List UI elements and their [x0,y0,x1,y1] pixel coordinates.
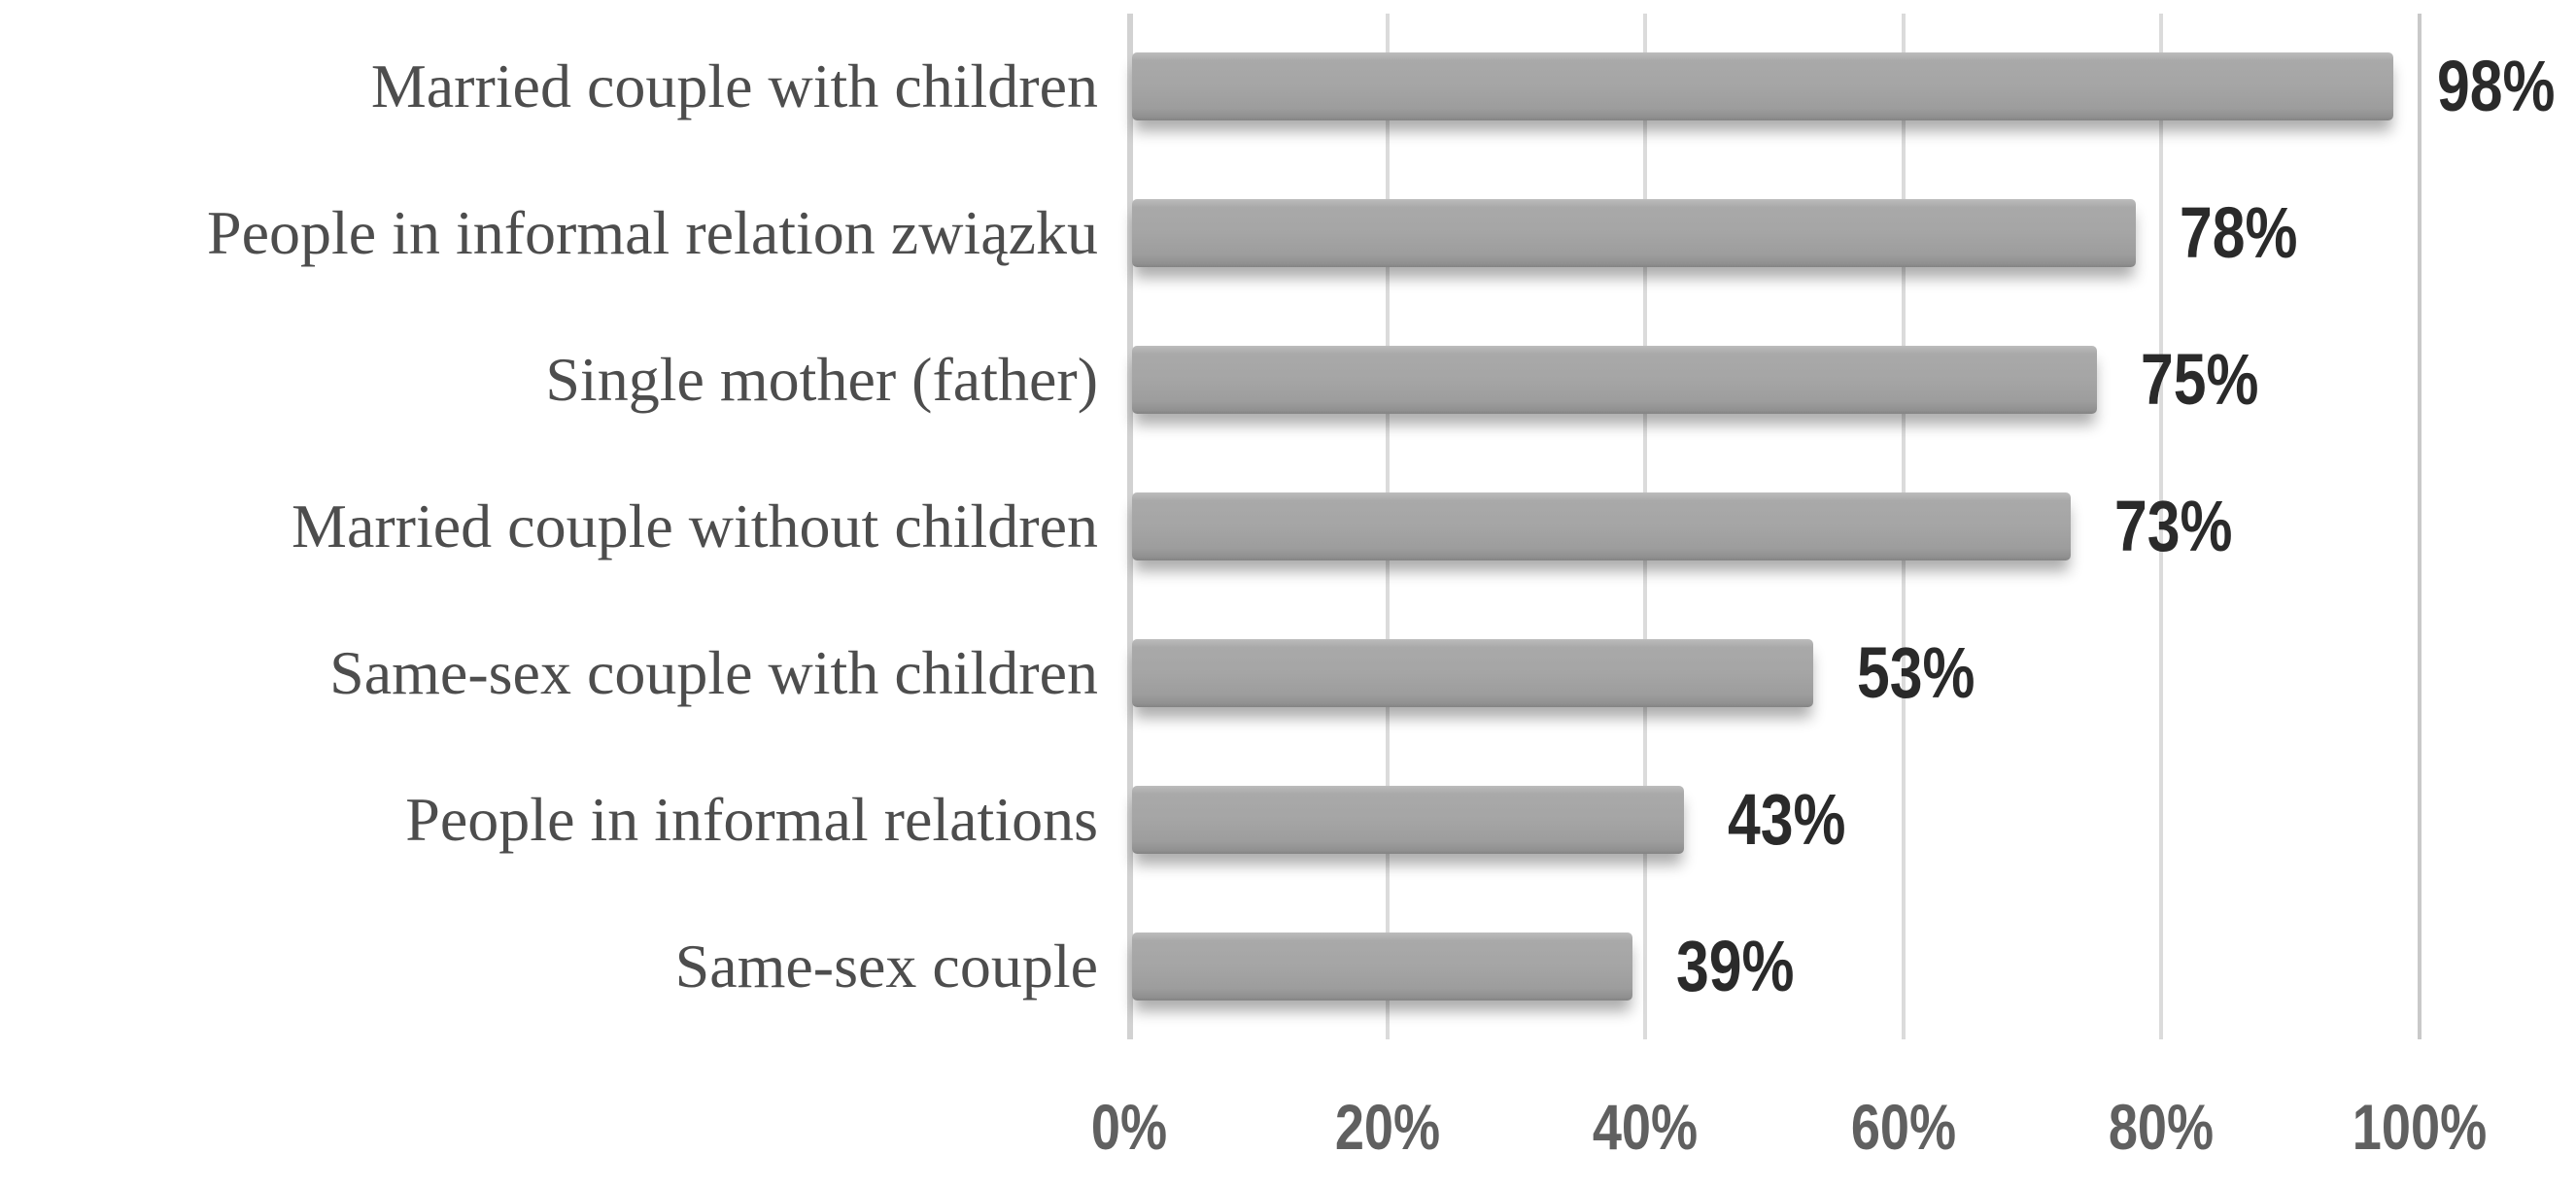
gridline [2418,14,2421,1039]
bar [1132,492,2072,560]
x-tick-label: 60% [1850,1091,1956,1163]
value-label: 78% [2179,192,2298,274]
value-label: 73% [2114,486,2233,566]
bar [1132,199,2136,268]
bar [1132,638,1813,707]
category-label: Married couple with children [370,51,1098,121]
category-label: People in informal relation związku [206,198,1098,268]
gridline [2159,14,2164,1039]
category-label: People in informal relations [405,784,1098,854]
category-label: Same-sex couple with children [329,637,1098,707]
category-label: Married couple without children [292,492,1098,560]
x-tick-label: 100% [2352,1091,2488,1163]
x-tick-label: 80% [2109,1091,2215,1163]
bar [1132,346,2097,415]
value-label: 75% [2141,339,2259,421]
value-label: 53% [1856,631,1975,713]
x-tick-label: 40% [1593,1091,1699,1163]
category-label: Single mother (father) [545,345,1098,415]
bar [1132,932,1632,1000]
value-label: 98% [2437,46,2556,127]
category-label: Same-sex couple [674,931,1098,1000]
value-label: 39% [1675,925,1795,1006]
bar [1132,785,1685,854]
x-tick-label: 20% [1334,1091,1440,1163]
x-tick-label: 0% [1090,1091,1168,1163]
bar [1132,52,2394,121]
gridline [1127,14,1133,1039]
value-label: 43% [1728,778,1846,860]
